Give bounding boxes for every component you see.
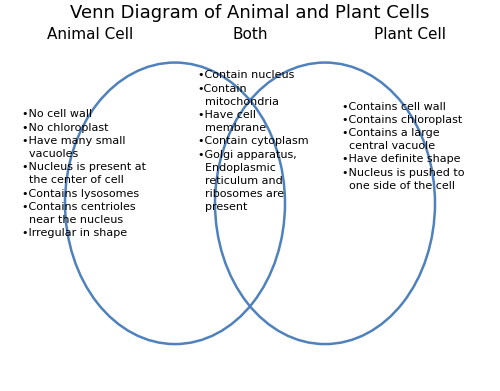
Text: •Contains cell wall
•Contains chloroplast
•Contains a large
  central vacuole
•H: •Contains cell wall •Contains chloroplas… [342,102,465,191]
Text: •No cell wall
•No chloroplast
•Have many small
  vacuoles
•Nucleus is present at: •No cell wall •No chloroplast •Have many… [22,109,146,238]
Text: Animal Cell: Animal Cell [47,27,133,42]
Text: Plant Cell: Plant Cell [374,27,446,42]
Text: •Contain nucleus
•Contain
  mitochondria
•Have cell
  membrane
•Contain cytoplas: •Contain nucleus •Contain mitochondria •… [198,70,308,212]
Text: Both: Both [232,27,268,42]
Text: Venn Diagram of Animal and Plant Cells: Venn Diagram of Animal and Plant Cells [70,4,430,22]
